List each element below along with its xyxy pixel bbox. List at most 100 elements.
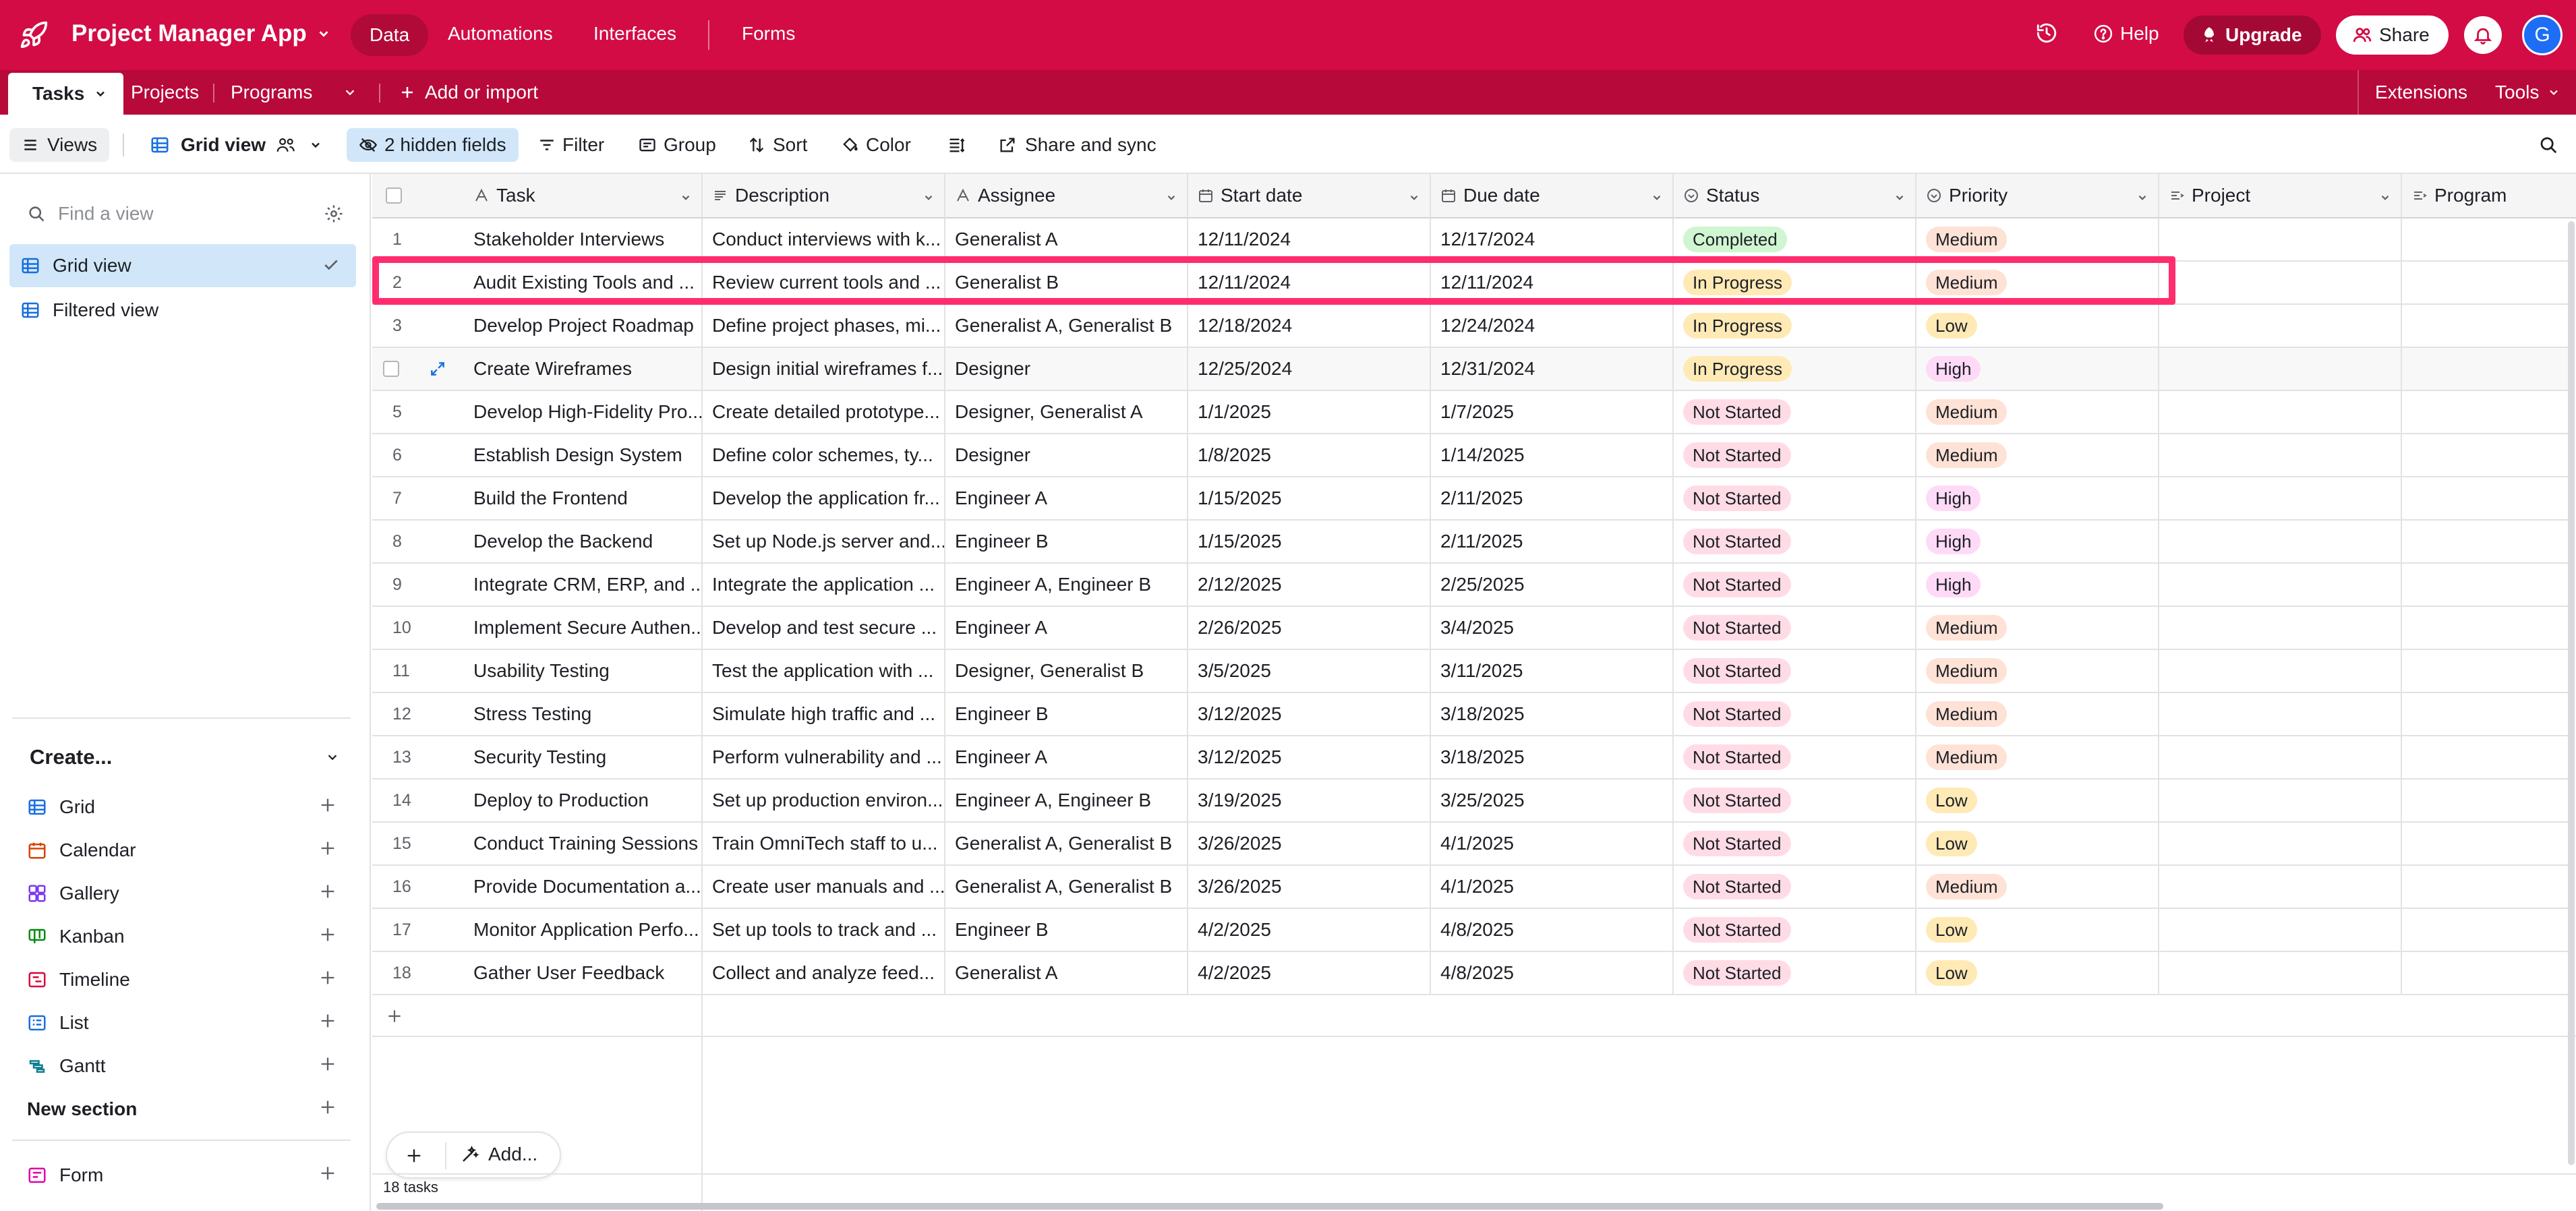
table-row[interactable]: Create Wireframes Design initial wirefram… [372, 348, 2568, 391]
find-view-input[interactable]: Find a view [58, 203, 154, 224]
cell-assignee[interactable]: Engineer B [945, 521, 1188, 562]
row-checkbox[interactable] [383, 361, 399, 377]
cell-due[interactable]: 2/11/2025 [1431, 477, 1674, 519]
cell-priority[interactable]: Medium [1916, 434, 2159, 476]
cell-project[interactable] [2159, 607, 2402, 649]
cell-assignee[interactable]: Generalist A, Generalist B [945, 305, 1188, 347]
cell-task[interactable]: Integrate CRM, ERP, and ... [467, 564, 703, 606]
cell-assignee[interactable]: Engineer B [945, 909, 1188, 951]
cell-task[interactable]: Develop High-Fidelity Pro... [467, 391, 703, 433]
cell-due[interactable]: 3/18/2025 [1431, 736, 1674, 778]
cell-status[interactable]: Not Started [1674, 391, 1916, 433]
cell-desc[interactable]: Test the application with ... [703, 650, 945, 692]
search-icon[interactable] [2538, 128, 2558, 162]
cell-task[interactable]: Usability Testing [467, 650, 703, 692]
column-header-project[interactable]: Project [2159, 174, 2402, 218]
cell-task[interactable]: Audit Existing Tools and ... [467, 262, 703, 303]
cell-task[interactable]: Develop the Backend [467, 521, 703, 562]
cell-status[interactable]: Not Started [1674, 909, 1916, 951]
plus-icon[interactable] [318, 882, 337, 901]
add-magic-button[interactable]: Add... [460, 1144, 537, 1165]
cell-program[interactable] [2402, 736, 2568, 778]
cell-due[interactable]: 3/18/2025 [1431, 693, 1674, 735]
cell-desc[interactable]: Design initial wireframes f... [703, 348, 945, 390]
cell-task[interactable]: Establish Design System [467, 434, 703, 476]
tab-programs[interactable]: Programs [231, 70, 312, 115]
cell-start[interactable]: 12/11/2024 [1188, 262, 1431, 303]
cell-program[interactable] [2402, 218, 2568, 260]
cell-status[interactable]: Not Started [1674, 693, 1916, 735]
color-button[interactable]: Color [840, 128, 911, 162]
cell-due[interactable]: 12/24/2024 [1431, 305, 1674, 347]
cell-status[interactable]: Not Started [1674, 521, 1916, 562]
cell-due[interactable]: 4/1/2025 [1431, 823, 1674, 864]
cell-priority[interactable]: High [1916, 477, 2159, 519]
plus-icon[interactable] [318, 1011, 337, 1030]
cell-project[interactable] [2159, 305, 2402, 347]
cell-project[interactable] [2159, 650, 2402, 692]
table-row[interactable]: 15 Conduct Training Sessions Train OmniTec… [372, 823, 2568, 866]
create-timeline-view[interactable]: Timeline [27, 963, 337, 997]
cell-project[interactable] [2159, 866, 2402, 908]
cell-program[interactable] [2402, 348, 2568, 390]
cell-project[interactable] [2159, 693, 2402, 735]
cell-status[interactable]: Not Started [1674, 952, 1916, 994]
create-gantt-view[interactable]: Gantt [27, 1049, 337, 1083]
cell-program[interactable] [2402, 521, 2568, 562]
create-kanban-view[interactable]: Kanban [27, 920, 337, 953]
cell-task[interactable]: Security Testing [467, 736, 703, 778]
cell-status[interactable]: Not Started [1674, 650, 1916, 692]
create-gallery-view[interactable]: Gallery [27, 877, 337, 910]
cell-project[interactable] [2159, 736, 2402, 778]
cell-assignee[interactable]: Designer [945, 434, 1188, 476]
create-section-toggle[interactable]: Create... [30, 740, 340, 774]
cell-assignee[interactable]: Designer [945, 348, 1188, 390]
cell-task[interactable]: Implement Secure Authen... [467, 607, 703, 649]
cell-desc[interactable]: Integrate the application ... [703, 564, 945, 606]
cell-due[interactable]: 3/11/2025 [1431, 650, 1674, 692]
help-button[interactable]: Help [2093, 23, 2159, 45]
extensions-button[interactable]: Extensions [2375, 70, 2467, 115]
cell-assignee[interactable]: Generalist B [945, 262, 1188, 303]
cell-desc[interactable]: Conduct interviews with k... [703, 218, 945, 260]
cell-desc[interactable]: Simulate high traffic and ... [703, 693, 945, 735]
cell-program[interactable] [2402, 779, 2568, 821]
cell-due[interactable]: 12/11/2024 [1431, 262, 1674, 303]
cell-status[interactable]: Not Started [1674, 736, 1916, 778]
cell-due[interactable]: 1/7/2025 [1431, 391, 1674, 433]
vertical-scrollbar[interactable] [2568, 221, 2575, 1165]
cell-start[interactable]: 12/11/2024 [1188, 218, 1431, 260]
cell-priority[interactable]: Low [1916, 909, 2159, 951]
cell-assignee[interactable]: Engineer A, Engineer B [945, 779, 1188, 821]
sidebar-view-filtered[interactable]: Filtered view [9, 289, 356, 332]
cell-project[interactable] [2159, 391, 2402, 433]
cell-status[interactable]: Not Started [1674, 477, 1916, 519]
cell-start[interactable]: 1/8/2025 [1188, 434, 1431, 476]
cell-priority[interactable]: Medium [1916, 218, 2159, 260]
cell-due[interactable]: 4/8/2025 [1431, 909, 1674, 951]
table-row[interactable]: 7 Build the Frontend Develop the applicati… [372, 477, 2568, 521]
nav-forms[interactable]: Forms [742, 23, 795, 45]
cell-start[interactable]: 2/26/2025 [1188, 607, 1431, 649]
cell-desc[interactable]: Set up production environ... [703, 779, 945, 821]
cell-status[interactable]: Not Started [1674, 866, 1916, 908]
plus-icon[interactable] [318, 925, 337, 944]
cell-assignee[interactable]: Engineer B [945, 693, 1188, 735]
notifications-bell-icon[interactable] [2464, 16, 2502, 54]
create-list-view[interactable]: List [27, 1006, 337, 1040]
cell-due[interactable]: 4/8/2025 [1431, 952, 1674, 994]
cell-assignee[interactable]: Generalist A [945, 952, 1188, 994]
cell-desc[interactable]: Collect and analyze feed... [703, 952, 945, 994]
cell-priority[interactable]: Medium [1916, 262, 2159, 303]
cell-desc[interactable]: Perform vulnerability and ... [703, 736, 945, 778]
cell-assignee[interactable]: Engineer A [945, 736, 1188, 778]
cell-start[interactable]: 2/12/2025 [1188, 564, 1431, 606]
cell-program[interactable] [2402, 262, 2568, 303]
chevron-down-icon[interactable] [2136, 191, 2148, 204]
app-name-menu[interactable]: Project Manager App [71, 20, 331, 47]
cell-program[interactable] [2402, 477, 2568, 519]
cell-assignee[interactable]: Designer, Generalist A [945, 391, 1188, 433]
filter-button[interactable]: Filter [538, 128, 604, 162]
column-header-due-date[interactable]: Due date [1431, 174, 1674, 218]
cell-priority[interactable]: Medium [1916, 736, 2159, 778]
